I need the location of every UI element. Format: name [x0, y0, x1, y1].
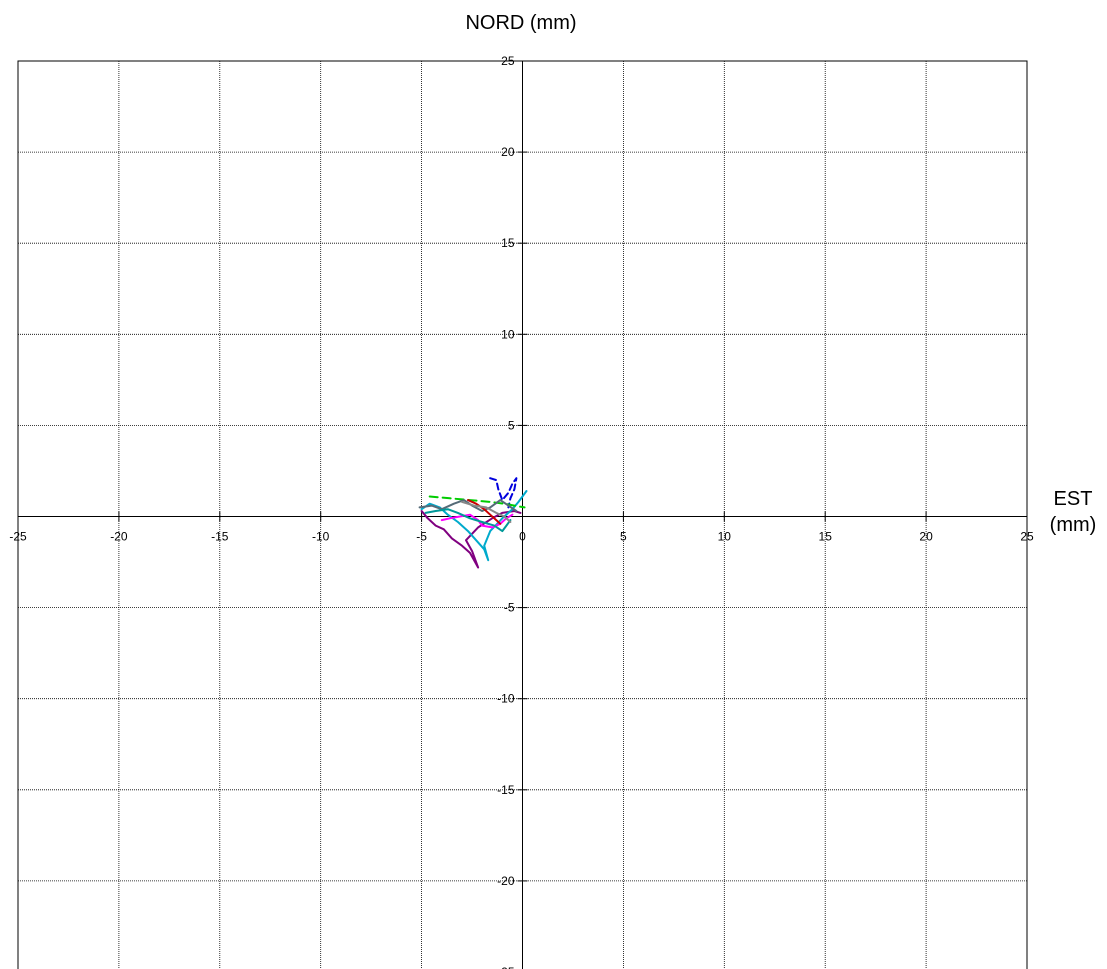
y-axis-title: NORD (mm): [465, 12, 577, 34]
y-tick-label: -5: [504, 601, 515, 615]
x-tick-label: -5: [416, 530, 427, 544]
y-tick-label: -25: [497, 965, 515, 969]
y-tick-label: -20: [497, 874, 515, 888]
x-tick-label: 15: [819, 530, 833, 544]
x-tick-label: 25: [1020, 530, 1034, 544]
x-tick-label: 10: [718, 530, 732, 544]
y-tick-label: 5: [508, 418, 515, 432]
x-tick-label: -15: [211, 530, 229, 544]
y-tick-label: 15: [501, 236, 515, 250]
y-tick-label: -15: [497, 783, 515, 797]
x-axis-title-line-2: (mm): [1049, 514, 1097, 536]
series-line-3: [489, 477, 518, 509]
series-line-7: [424, 508, 512, 533]
series-line-6: [418, 499, 518, 512]
x-tick-label: -10: [312, 530, 330, 544]
x-tick-label: -25: [9, 530, 27, 544]
x-tick-label: -20: [110, 530, 128, 544]
x-tick-label: 5: [620, 530, 627, 544]
series-line-8: [467, 499, 502, 525]
x-axis-title-line-1: EST: [1053, 488, 1093, 510]
series-line-1: [420, 510, 522, 569]
x-tick-label: 20: [919, 530, 933, 544]
series-line-4: [428, 495, 526, 509]
series-line-9: [461, 500, 512, 523]
x-axis-title: EST (mm): [1040, 486, 1106, 538]
y-tick-label: -10: [497, 692, 515, 706]
x-tick-label: 0: [519, 530, 526, 544]
series-line-5: [440, 513, 514, 529]
y-tick-label: 25: [501, 54, 515, 68]
y-tick-label: 10: [501, 327, 515, 341]
y-tick-label: 20: [501, 145, 515, 159]
